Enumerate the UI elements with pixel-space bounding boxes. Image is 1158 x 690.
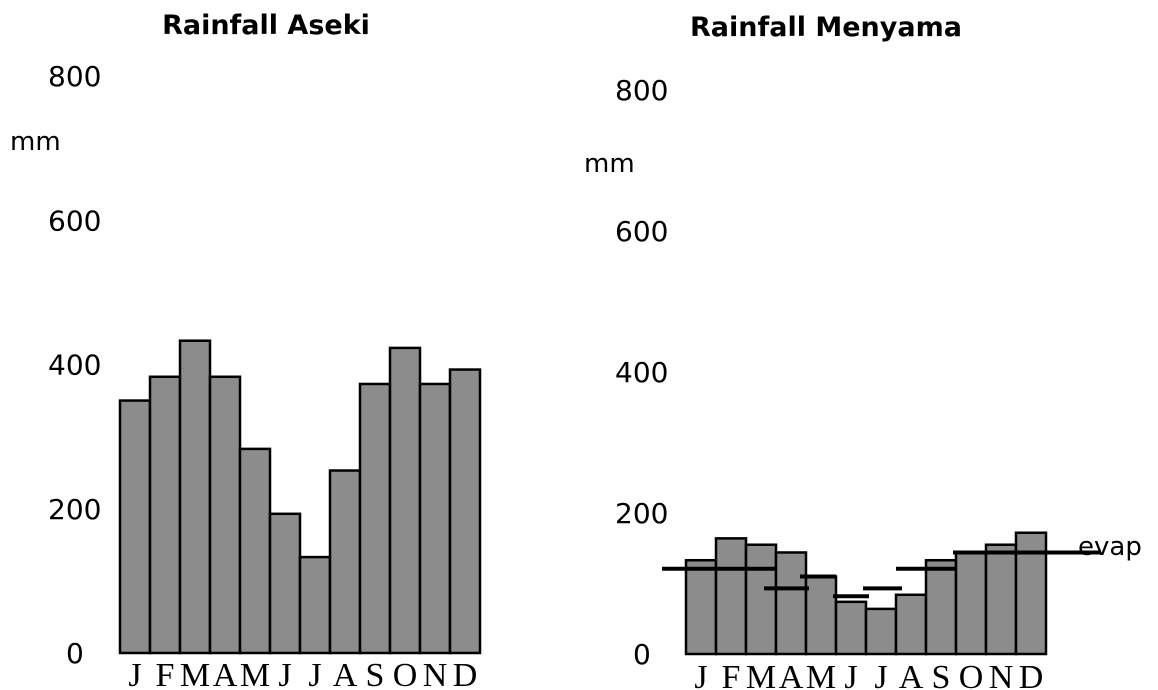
- y-tick-label: 200: [615, 497, 668, 530]
- x-tick-label: M: [180, 657, 210, 690]
- y-ticks: 0 200 400 600 800: [615, 74, 668, 671]
- bar: [418, 382, 452, 655]
- y-axis-label: mm: [10, 127, 61, 157]
- bar: [118, 399, 152, 655]
- x-tick-label: N: [989, 659, 1014, 690]
- bar: [774, 551, 808, 656]
- bar: [894, 593, 928, 656]
- bars: [118, 339, 482, 655]
- x-tick-label: A: [333, 657, 358, 690]
- x-tick-label: F: [722, 659, 741, 690]
- bar: [804, 575, 838, 656]
- x-tick-label: J: [874, 659, 887, 690]
- x-tick-label: M: [240, 657, 270, 690]
- y-ticks: 0 200 400 600 800: [48, 60, 101, 670]
- y-tick-label: 200: [48, 493, 101, 526]
- bar: [298, 555, 332, 655]
- x-tick-label: O: [393, 657, 418, 690]
- y-tick-label: 400: [48, 349, 101, 382]
- bar: [358, 382, 392, 655]
- bar: [864, 607, 898, 656]
- evap-annotation: evap: [1078, 532, 1142, 562]
- bar: [208, 375, 242, 655]
- x-tick-label: N: [423, 657, 448, 690]
- bar: [684, 558, 718, 656]
- bar: [714, 537, 748, 656]
- evap-segments: [662, 550, 1100, 599]
- y-tick-label: 400: [615, 356, 668, 389]
- chart-title: Rainfall Menyama: [690, 12, 962, 43]
- x-tick-label: M: [806, 659, 836, 690]
- x-tick-label: O: [959, 659, 984, 690]
- y-axis-label: mm: [584, 149, 635, 179]
- x-tick-label: J: [278, 657, 291, 690]
- bar: [834, 600, 868, 656]
- bar: [984, 543, 1018, 656]
- y-tick-label: 0: [633, 638, 651, 671]
- bar: [268, 512, 302, 655]
- x-tick-label: D: [453, 657, 478, 690]
- bar: [924, 558, 958, 656]
- y-tick-label: 600: [48, 204, 101, 237]
- bar: [388, 346, 422, 655]
- x-tick-label: F: [156, 657, 175, 690]
- x-tick-label: J: [694, 659, 707, 690]
- bar: [178, 339, 212, 655]
- y-tick-label: 600: [615, 215, 668, 248]
- bar: [238, 447, 272, 655]
- bars: [684, 531, 1048, 656]
- bar: [328, 469, 362, 655]
- x-tick-label: A: [213, 657, 238, 690]
- x-tick-label: S: [366, 657, 385, 690]
- y-tick-label: 0: [66, 637, 84, 670]
- chart-title: Rainfall Aseki: [162, 10, 370, 41]
- x-tick-label: A: [899, 659, 924, 690]
- bar: [448, 368, 482, 655]
- x-tick-label: M: [746, 659, 776, 690]
- x-tick-label: J: [844, 659, 857, 690]
- y-tick-label: 800: [615, 74, 668, 107]
- x-tick-label: D: [1019, 659, 1044, 690]
- bar: [744, 543, 778, 656]
- x-tick-label: J: [128, 657, 141, 690]
- x-tick-label: A: [779, 659, 804, 690]
- bar: [954, 551, 988, 656]
- x-tick-label: S: [932, 659, 951, 690]
- y-tick-label: 800: [48, 60, 101, 93]
- x-tick-label: J: [308, 657, 321, 690]
- bar: [148, 375, 182, 655]
